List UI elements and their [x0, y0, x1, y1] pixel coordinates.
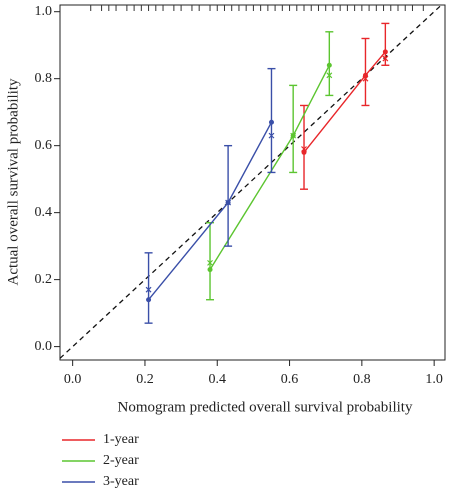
y-tick-label: 0.2 — [35, 272, 53, 287]
reference-line — [59, 4, 442, 359]
corrected-marker — [301, 146, 307, 152]
x-tick-label: 0.8 — [353, 372, 371, 387]
legend-label: 2-year — [103, 453, 139, 468]
x-tick-label: 0.2 — [136, 372, 154, 387]
corrected-marker — [145, 286, 152, 293]
observed-point — [301, 149, 307, 155]
x-tick-label: 0.6 — [281, 372, 299, 387]
corrected-marker — [268, 132, 275, 139]
corrected-marker — [326, 72, 333, 79]
corrected-marker — [225, 199, 232, 206]
observed-point — [207, 267, 213, 273]
corrected-marker — [382, 55, 389, 62]
x-tick-label: 0.4 — [209, 372, 227, 387]
observed-point — [146, 297, 152, 303]
y-tick-label: 1.0 — [35, 4, 53, 19]
observed-point — [326, 62, 332, 68]
x-tick-label: 1.0 — [425, 372, 443, 387]
legend-label: 1-year — [103, 432, 139, 447]
observed-point — [362, 72, 368, 78]
y-tick-label: 0.0 — [35, 339, 53, 354]
x-tick-label: 0.0 — [64, 372, 82, 387]
legend-label: 3-year — [103, 474, 139, 489]
corrected-marker — [362, 75, 369, 82]
y-axis-title: Actual overall survival probability — [5, 78, 21, 286]
y-tick-label: 0.8 — [35, 71, 53, 86]
observed-point — [382, 49, 388, 55]
corrected-marker — [207, 259, 213, 266]
y-tick-label: 0.4 — [35, 205, 53, 220]
plot-frame — [59, 4, 446, 361]
observed-point — [268, 119, 274, 125]
calibration-line — [303, 51, 386, 153]
corrected-marker — [290, 132, 297, 139]
x-axis-title: Nomogram predicted overall survival prob… — [118, 399, 413, 415]
y-tick-label: 0.6 — [35, 138, 53, 153]
